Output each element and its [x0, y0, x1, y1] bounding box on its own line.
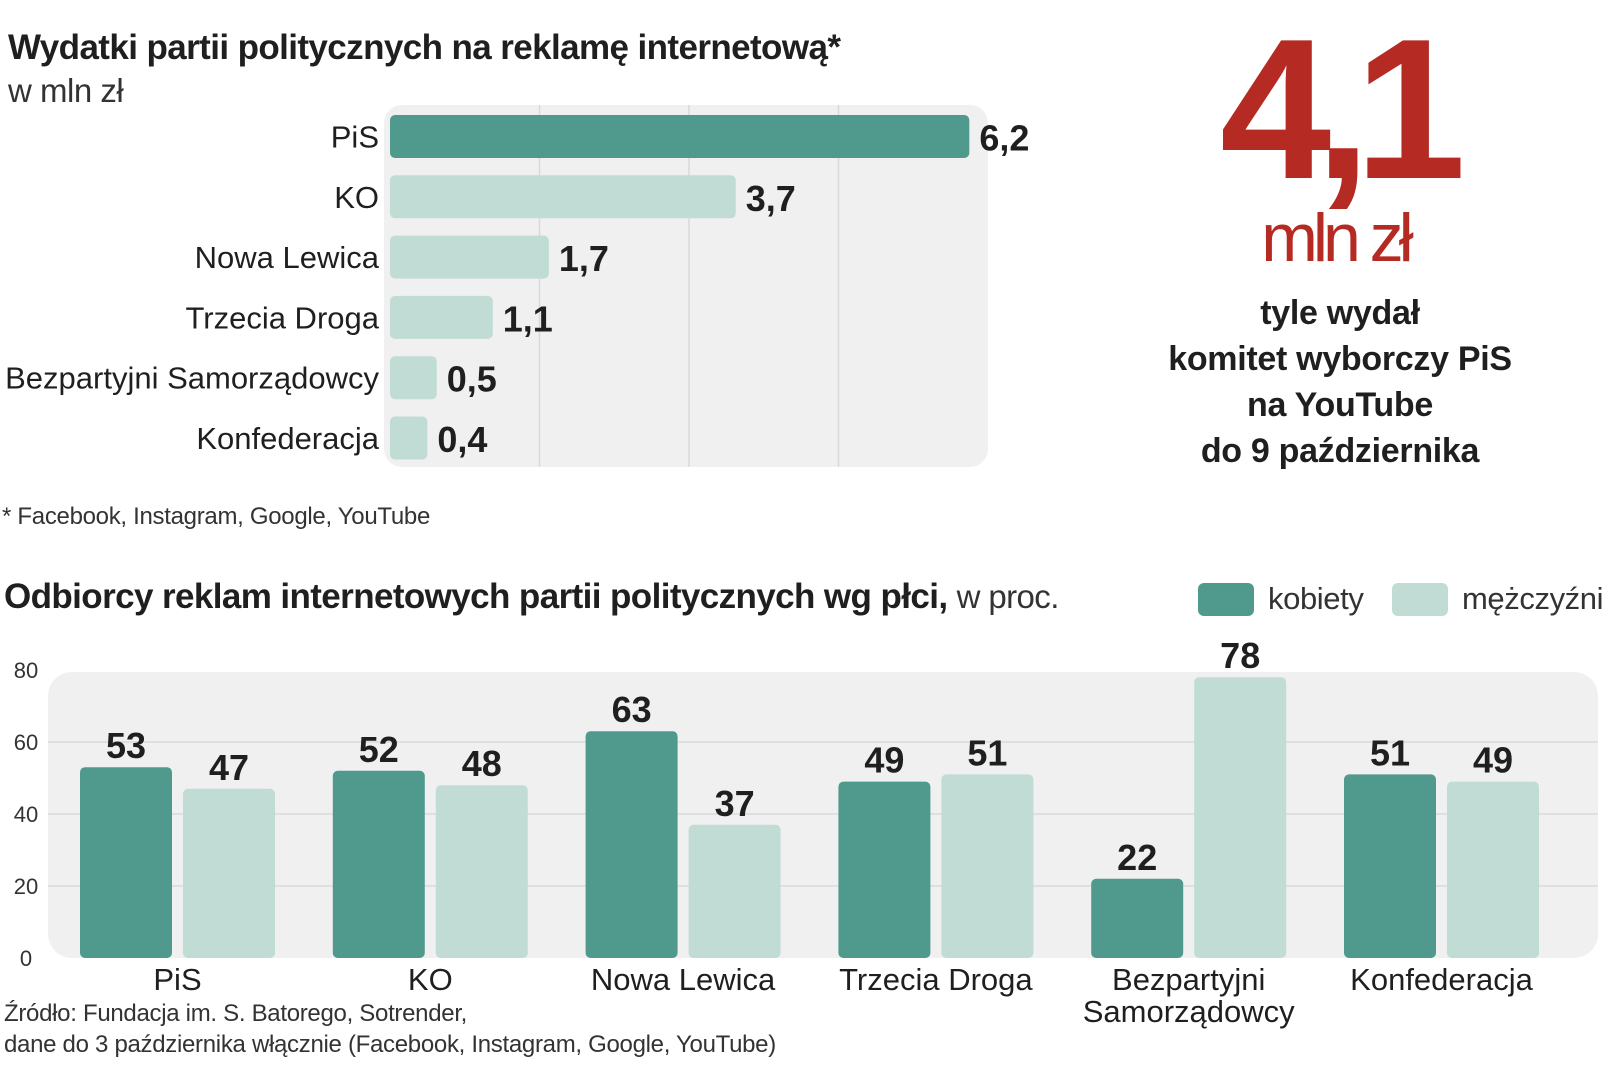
audience-bar [1344, 774, 1436, 958]
spend-bar [390, 175, 736, 219]
spend-value-label: 0,4 [437, 419, 487, 460]
spend-footnote: * Facebook, Instagram, Google, YouTube [2, 503, 430, 530]
spend-category-label: PiS [331, 120, 379, 155]
audience-bar [941, 774, 1034, 958]
source-line: Źródło: Fundacja im. S. Batorego, Sotren… [4, 1000, 468, 1027]
legend-label-men: mężczyźni [1462, 581, 1604, 616]
audience-value-label: 51 [1370, 732, 1410, 773]
legend-label-women: kobiety [1268, 581, 1364, 616]
audience-y-tick-label: 20 [14, 874, 38, 899]
highlight-unit: mln zł [1261, 200, 1414, 276]
audience-category-label-line: PiS [153, 962, 201, 997]
audience-bar [838, 781, 931, 958]
spend-chart-unit: w mln zł [8, 72, 124, 109]
audience-value-label: 78 [1220, 640, 1260, 676]
audience-y-tick-label: 80 [14, 658, 38, 683]
spend-value-label: 3,7 [746, 178, 796, 219]
audience-value-label: 37 [715, 783, 755, 824]
audience-value-label: 51 [967, 732, 1007, 773]
audience-bar [332, 770, 425, 958]
audience-bar [688, 824, 781, 958]
audience-value-label: 52 [359, 729, 399, 770]
spend-chart-panel [384, 105, 988, 467]
legend-swatch-women [1198, 582, 1254, 616]
audience-value-label: 53 [106, 725, 146, 766]
spend-value-label: 0,5 [447, 359, 497, 400]
spend-bar [390, 115, 970, 158]
audience-category-label-line: KO [408, 962, 453, 997]
spend-bar [390, 235, 549, 279]
audience-bar [435, 785, 528, 958]
spend-value-label: 6,2 [979, 118, 1029, 159]
audience-y-tick-label: 40 [14, 802, 38, 827]
legend-item-men: mężczyźni [1392, 580, 1603, 618]
spend-category-label: Trzecia Droga [185, 300, 379, 335]
audience-category-label: Trzecia Droga [839, 962, 1033, 997]
audience-category-label-line: Nowa Lewica [591, 962, 776, 997]
highlight-caption: tyle wydał komitet wyborczy PiS na YouTu… [1130, 290, 1550, 474]
audience-value-label: 63 [612, 689, 652, 730]
audience-title-text: Odbiorcy reklam internetowych partii pol… [4, 577, 948, 616]
audience-bar [1447, 781, 1539, 958]
spend-chart-title: Wydatki partii politycznych na reklamę i… [8, 28, 841, 67]
audience-bar-chart: 0 20 40 60 80 53 47 PiS 52 48 KO 63 37 Nowa Lewica 49 5… [14, 640, 1598, 1029]
highlight-caption-line: komitet wyborczy PiS [1168, 340, 1512, 378]
audience-category-label: Bezpartyjni Samorządowcy [1083, 962, 1295, 1029]
audience-bar [80, 767, 172, 958]
audience-y-tick-label: 60 [14, 730, 38, 755]
audience-bar [1091, 878, 1184, 958]
audience-value-label: 49 [864, 740, 904, 781]
legend-item-women: kobiety [1198, 580, 1364, 618]
spend-bar [390, 356, 437, 400]
legend-swatch-men [1392, 582, 1448, 616]
audience-category-label: Konfederacja [1350, 962, 1533, 997]
audience-chart-title: Odbiorcy reklam internetowych partii pol… [4, 577, 1059, 617]
spend-category-label: KO [334, 180, 379, 215]
audience-category-label: KO [408, 962, 453, 997]
source-line: dane do 3 października włącznie (Faceboo… [4, 1031, 776, 1058]
spend-category-label: Konfederacja [196, 421, 379, 456]
spend-category-label: Nowa Lewica [195, 240, 380, 275]
highlight-number: 4,1 [1219, 0, 1466, 221]
audience-category-label-line: Bezpartyjni [1112, 962, 1265, 997]
audience-category-label-line: Konfederacja [1350, 962, 1533, 997]
audience-y-tick-label: 0 [20, 946, 32, 971]
audience-value-label: 22 [1117, 837, 1157, 878]
spend-value-label: 1,1 [503, 298, 553, 339]
highlight-caption-line: tyle wydał [1260, 294, 1420, 332]
highlight-caption-line: do 9 października [1200, 432, 1480, 470]
spend-bar [390, 295, 493, 339]
audience-value-label: 48 [462, 743, 502, 784]
spend-bar [390, 416, 428, 460]
spend-value-label: 1,7 [559, 238, 609, 279]
spend-bar-chart: PiS 6,2 KO 3,7 Nowa Lewica 1,7 Trzecia Droga 1,… [5, 105, 1029, 467]
audience-bar [585, 731, 678, 958]
audience-bar [183, 788, 275, 958]
audience-category-label-line: Samorządowcy [1083, 994, 1295, 1029]
audience-value-label: 47 [209, 747, 249, 788]
audience-category-label: Nowa Lewica [591, 962, 776, 997]
audience-value-label: 49 [1473, 740, 1513, 781]
audience-category-label-line: Trzecia Droga [839, 962, 1033, 997]
audience-category-label: PiS [153, 962, 201, 997]
spend-category-label: Bezpartyjni Samorządowcy [5, 361, 379, 396]
source-note: Źródło: Fundacja im. S. Batorego, Sotren… [4, 998, 776, 1060]
audience-title-unit: w proc. [956, 578, 1060, 615]
audience-bar [1194, 677, 1287, 958]
highlight-caption-line: na YouTube [1247, 386, 1433, 424]
